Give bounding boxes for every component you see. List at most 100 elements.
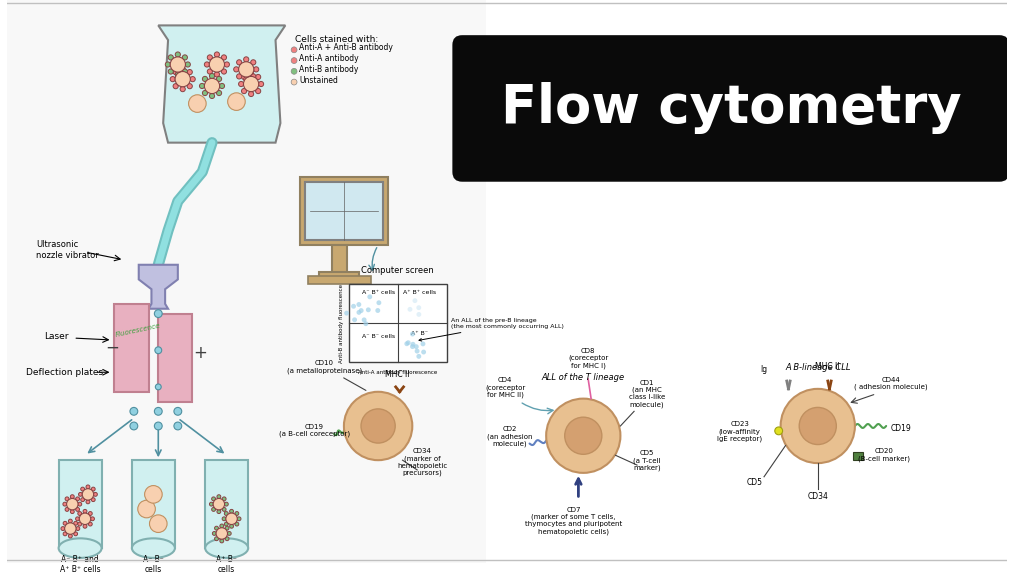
Circle shape <box>376 308 380 313</box>
Circle shape <box>352 317 357 322</box>
Circle shape <box>214 72 219 77</box>
Circle shape <box>239 62 254 77</box>
Text: Fluorescence: Fluorescence <box>115 323 161 338</box>
Bar <box>58 460 101 548</box>
Circle shape <box>216 77 221 82</box>
Circle shape <box>79 492 82 497</box>
Circle shape <box>220 539 223 543</box>
Circle shape <box>86 500 90 504</box>
Text: A⁻ B⁻ cells: A⁻ B⁻ cells <box>361 334 394 339</box>
Circle shape <box>155 422 162 430</box>
Text: A⁺ B⁺ cells: A⁺ B⁺ cells <box>402 290 435 295</box>
Circle shape <box>76 497 80 501</box>
Circle shape <box>244 77 249 82</box>
Circle shape <box>168 55 173 60</box>
Circle shape <box>410 344 415 349</box>
Bar <box>300 177 388 245</box>
Circle shape <box>91 487 95 491</box>
Circle shape <box>156 384 161 390</box>
Text: Anti-A + Anti-B antibody: Anti-A + Anti-B antibody <box>299 43 393 52</box>
Circle shape <box>173 70 178 75</box>
Circle shape <box>414 344 419 349</box>
Circle shape <box>226 513 238 525</box>
Circle shape <box>344 310 349 316</box>
Circle shape <box>221 55 226 60</box>
Circle shape <box>351 304 356 309</box>
Text: A B-lineage CLL: A B-lineage CLL <box>785 363 851 372</box>
Text: CD5: CD5 <box>746 478 762 487</box>
Circle shape <box>291 58 297 63</box>
Circle shape <box>377 300 381 305</box>
Circle shape <box>421 350 426 354</box>
Text: A⁻ B⁺ cells: A⁻ B⁺ cells <box>361 290 394 295</box>
Text: A⁺ B⁻: A⁺ B⁻ <box>411 331 428 336</box>
Circle shape <box>291 79 297 85</box>
Bar <box>132 460 175 548</box>
Circle shape <box>74 532 78 536</box>
Circle shape <box>210 73 215 78</box>
Circle shape <box>66 507 69 511</box>
Circle shape <box>368 294 373 300</box>
Circle shape <box>76 526 80 530</box>
Circle shape <box>242 89 247 94</box>
Circle shape <box>210 93 215 98</box>
Circle shape <box>364 321 369 326</box>
Circle shape <box>83 524 87 528</box>
Circle shape <box>71 510 75 514</box>
Circle shape <box>81 487 85 491</box>
Circle shape <box>404 342 410 346</box>
Circle shape <box>78 522 82 526</box>
Text: CD34: CD34 <box>807 492 828 501</box>
Circle shape <box>62 502 67 506</box>
Ellipse shape <box>58 539 101 558</box>
Circle shape <box>81 498 85 502</box>
Circle shape <box>229 524 233 528</box>
Circle shape <box>69 534 73 538</box>
Text: A⁻ B⁺ and
A⁺ B⁺ cells: A⁻ B⁺ and A⁺ B⁺ cells <box>59 555 100 574</box>
Circle shape <box>237 74 242 79</box>
Circle shape <box>217 495 221 499</box>
Circle shape <box>799 407 837 445</box>
Circle shape <box>224 502 228 506</box>
Circle shape <box>415 348 420 354</box>
Circle shape <box>93 492 97 497</box>
Circle shape <box>344 392 413 460</box>
Circle shape <box>205 62 210 67</box>
Text: +: + <box>194 344 207 362</box>
Text: Anti-B antibody fluorescence: Anti-B antibody fluorescence <box>339 284 344 363</box>
Circle shape <box>249 92 254 97</box>
Bar <box>205 460 248 548</box>
Circle shape <box>190 77 196 82</box>
Circle shape <box>213 498 224 510</box>
Circle shape <box>229 509 233 513</box>
Text: A⁺ B⁻
cells: A⁺ B⁻ cells <box>216 555 238 574</box>
Circle shape <box>130 422 138 430</box>
Text: MHC II: MHC II <box>385 370 410 379</box>
Circle shape <box>203 77 208 82</box>
Circle shape <box>214 52 219 57</box>
Circle shape <box>291 47 297 53</box>
Bar <box>7 0 485 563</box>
Circle shape <box>188 95 206 112</box>
Text: Anti-A antibody fluorescence: Anti-A antibody fluorescence <box>358 370 437 376</box>
Circle shape <box>150 515 167 532</box>
Circle shape <box>67 498 78 510</box>
Text: CD1
(an MHC
class I-like
molecule): CD1 (an MHC class I-like molecule) <box>629 380 665 408</box>
Text: CD20
(B-cell marker): CD20 (B-cell marker) <box>858 448 910 462</box>
Circle shape <box>219 84 224 89</box>
Circle shape <box>76 517 80 521</box>
Circle shape <box>227 532 231 535</box>
Circle shape <box>249 71 254 77</box>
Circle shape <box>564 417 602 454</box>
Circle shape <box>251 60 256 65</box>
Circle shape <box>78 502 82 506</box>
Circle shape <box>155 407 162 415</box>
Circle shape <box>244 57 249 62</box>
Circle shape <box>234 522 239 526</box>
Circle shape <box>144 486 162 503</box>
Text: CD7
(marker of some T cells,
thymocytes and pluripotent
hematopoietic cells): CD7 (marker of some T cells, thymocytes … <box>525 507 623 535</box>
Bar <box>308 276 372 285</box>
Circle shape <box>65 523 76 535</box>
Circle shape <box>217 510 221 514</box>
Circle shape <box>242 74 247 79</box>
